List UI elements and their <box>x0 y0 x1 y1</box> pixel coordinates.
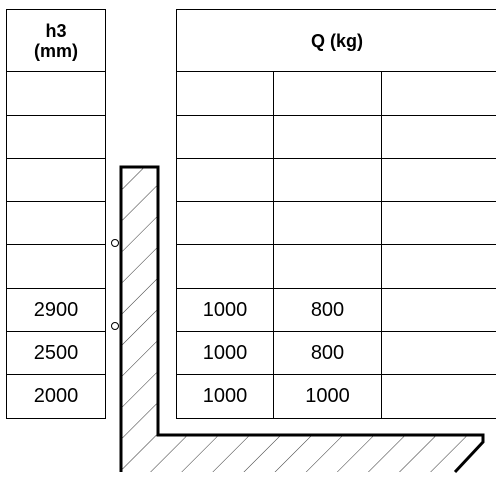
q-header: Q (kg) <box>175 9 496 72</box>
q-table: Q (kg) 1000 800 1000 800 1000 1000 <box>175 9 496 419</box>
h3-cell <box>6 158 106 202</box>
h3-header: h3 (mm) <box>6 9 106 72</box>
h3-cell <box>6 244 106 289</box>
fork-outline <box>119 165 485 474</box>
q-cell <box>273 71 382 116</box>
q-cell: 1000 <box>273 374 382 419</box>
q-cell <box>380 288 496 332</box>
q-cell: 1000 <box>176 374 274 419</box>
q-cell: 1000 <box>176 288 274 332</box>
q-cell <box>380 71 496 116</box>
fork-hole-marker <box>111 239 119 247</box>
h3-cell: 2500 <box>6 331 106 375</box>
h3-cell <box>6 71 106 116</box>
h3-cell: 2000 <box>6 374 106 419</box>
h3-header-label: h3 <box>45 20 67 41</box>
q-cell <box>380 244 496 289</box>
fork-hatching <box>121 167 483 472</box>
q-cell <box>273 115 382 159</box>
q-cell: 800 <box>273 331 382 375</box>
q-cell <box>380 374 496 419</box>
q-cell: 1000 <box>176 331 274 375</box>
fork-hole-marker <box>111 322 119 330</box>
h3-header-unit: (mm) <box>34 40 78 61</box>
h3-table: h3 (mm) 2900 2500 2000 <box>6 9 106 419</box>
q-cell <box>380 115 496 159</box>
